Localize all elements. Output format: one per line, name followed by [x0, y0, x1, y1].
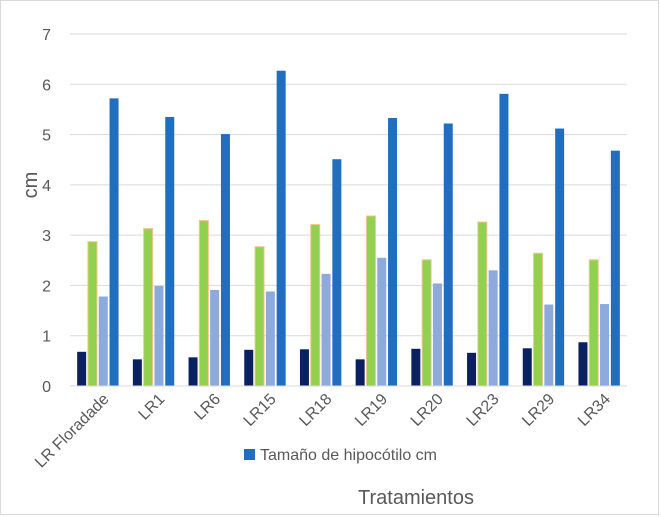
y-tick-label: 1	[42, 329, 51, 346]
x-tick-label: LR1	[136, 391, 169, 424]
bar	[87, 241, 98, 387]
bar	[533, 252, 544, 387]
bar	[332, 159, 342, 386]
y-tick-label: 3	[42, 228, 51, 245]
bar	[544, 304, 554, 386]
bar	[365, 215, 376, 387]
bar	[321, 273, 331, 386]
y-tick-label: 6	[42, 77, 51, 94]
x-tick-label: LR19	[352, 391, 391, 430]
bar	[522, 348, 532, 386]
bar	[276, 70, 286, 387]
x-tick-label: LR34	[575, 391, 614, 430]
bar	[411, 348, 421, 386]
y-tick-label: 4	[42, 178, 51, 195]
bar	[578, 342, 588, 386]
bar	[254, 246, 265, 387]
y-tick-label: 5	[42, 128, 51, 145]
bar	[109, 98, 119, 386]
bar	[588, 259, 599, 387]
bar	[477, 221, 488, 387]
bar	[499, 93, 509, 386]
bar	[610, 150, 620, 386]
bar	[432, 283, 442, 386]
bar	[210, 289, 220, 386]
bar	[244, 349, 254, 386]
x-tick-label: LR6	[191, 391, 224, 424]
x-tick-label: LR15	[241, 391, 280, 430]
bars	[77, 70, 620, 387]
y-tick-label: 7	[42, 27, 51, 44]
y-axis-label: cm	[20, 172, 42, 199]
bar	[467, 352, 477, 386]
bar	[143, 228, 154, 387]
bar	[555, 128, 565, 386]
x-tick-label: LR20	[408, 391, 447, 430]
bar	[421, 259, 432, 387]
bar	[165, 116, 175, 386]
y-axis-ticks: 0 1 2 3 4 5 6 7	[42, 27, 51, 396]
legend-label: Tamaño de hipocótilo cm	[260, 447, 437, 464]
bar	[132, 359, 142, 386]
legend: Tamaño de hipocótilo cm	[244, 447, 437, 464]
x-tick-label: LR Floradade	[32, 391, 113, 472]
bar	[220, 134, 230, 386]
x-tick-label: LR18	[296, 391, 335, 430]
bar	[98, 296, 108, 386]
bar	[265, 291, 275, 386]
bar	[388, 117, 398, 386]
x-axis-label: Tratamientos	[358, 487, 474, 509]
bar	[310, 224, 321, 387]
y-tick-label: 0	[42, 379, 51, 396]
x-tick-label: LR29	[519, 391, 558, 430]
bar	[154, 285, 164, 386]
gridlines	[70, 33, 627, 337]
bar	[443, 123, 453, 386]
bar	[188, 357, 198, 386]
bar	[299, 349, 309, 386]
legend-swatch	[244, 449, 255, 460]
bar	[377, 257, 387, 386]
x-tick-label: LR23	[464, 391, 503, 430]
bar	[600, 304, 610, 386]
y-tick-label: 2	[42, 278, 51, 295]
bar	[355, 359, 365, 386]
bar	[488, 270, 498, 386]
bar	[77, 351, 87, 386]
bar	[198, 220, 209, 387]
